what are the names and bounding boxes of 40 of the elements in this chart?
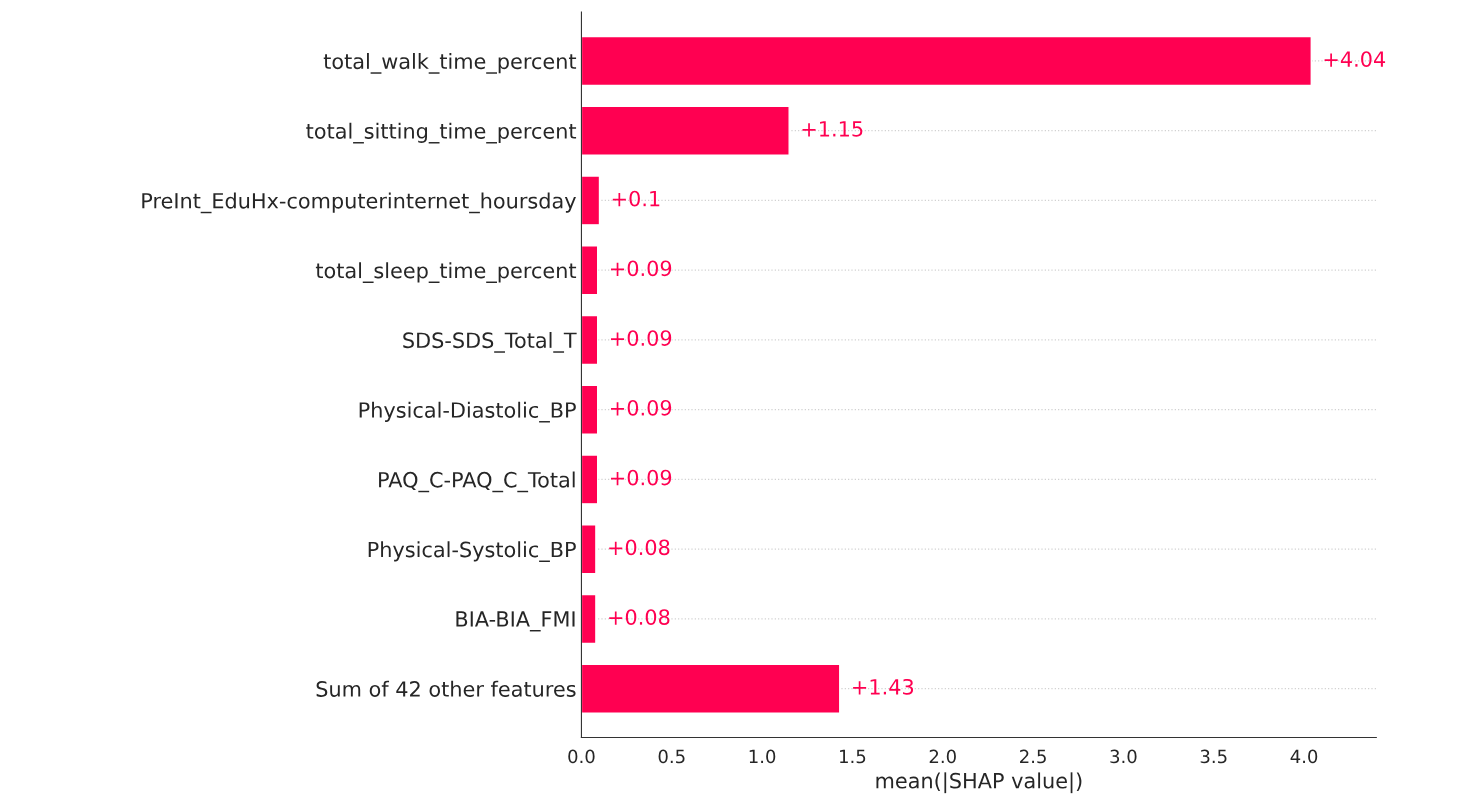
x-tick-label: 4.0 <box>1290 749 1318 764</box>
data-label: +0.08 <box>609 539 670 556</box>
y-tick-label: SDS-SDS_Total_T <box>403 332 577 353</box>
data-label: +1.43 <box>853 678 914 695</box>
x-tick-label: 1.5 <box>840 749 866 764</box>
data-label: +0.09 <box>611 260 672 277</box>
y-tick-label: Sum of 42 other features <box>316 680 576 697</box>
x-tick-label: 2.5 <box>1020 749 1046 764</box>
bar <box>581 175 601 226</box>
bar <box>581 384 599 435</box>
bar <box>581 454 599 505</box>
y-tick-label: PreInt_EduHx-computerinternet_hoursday <box>142 192 576 214</box>
x-tick-label: 1.0 <box>749 749 776 764</box>
data-label: +1.15 <box>802 121 863 137</box>
bar <box>581 35 1312 87</box>
data-label: +0.09 <box>611 330 672 346</box>
y-tick-label: total_sitting_time_percent <box>306 122 577 144</box>
bar <box>581 524 597 575</box>
data-label: +0.09 <box>611 399 672 416</box>
y-tick-label: PAQ_C-PAQ_C_Total <box>379 471 575 493</box>
bar <box>581 593 597 645</box>
x-tick-label: 0.5 <box>658 749 685 764</box>
data-label: +0.09 <box>611 469 672 486</box>
x-tick-label: 3.0 <box>1110 749 1137 764</box>
y-tick-label: total_walk_time_percent <box>323 53 577 74</box>
bar <box>581 663 841 714</box>
x-tick-label: 2.0 <box>929 749 956 764</box>
bar <box>581 314 599 366</box>
data-label: +0.1 <box>612 190 660 207</box>
y-tick-label: total_sleep_time_percent <box>315 262 577 283</box>
bar <box>581 105 790 156</box>
y-tick-label: BIA-BIA_FMI <box>456 611 575 632</box>
y-tick-label: Physical-Systolic_BP <box>368 541 576 562</box>
x-axis-title: mean(|SHAP value|) <box>876 772 1082 794</box>
data-label: +0.08 <box>609 609 670 625</box>
bar <box>581 245 599 296</box>
data-label: +4.04 <box>1324 51 1386 67</box>
x-tick-label: 3.5 <box>1200 749 1227 764</box>
x-tick-label: 0.0 <box>568 749 595 764</box>
y-tick-label: Physical-Diastolic_BP <box>359 401 576 423</box>
